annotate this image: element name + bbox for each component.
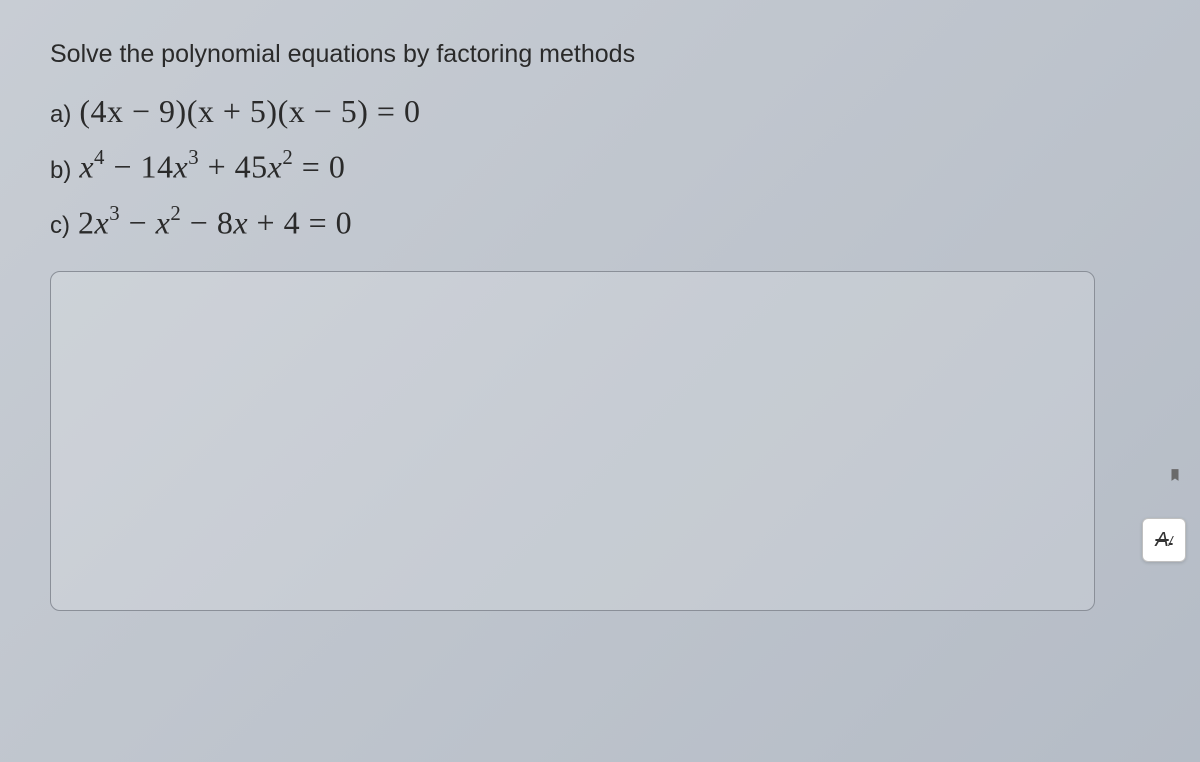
bookmark-icon[interactable] — [1168, 468, 1182, 482]
part-label-a: a) — [50, 101, 71, 129]
equation-c: c) 2x3 − x2 − 8x + 4 = 0 — [50, 204, 1150, 242]
equation-a-math: (4x − 9)(x + 5)(x − 5) = 0 — [79, 93, 420, 130]
part-label-b: b) — [50, 157, 71, 185]
question-container: Solve the polynomial equations by factor… — [50, 40, 1150, 722]
equation-a: a) (4x − 9)(x + 5)(x − 5) = 0 — [50, 93, 1150, 130]
text-format-tool[interactable]: A/ — [1142, 518, 1186, 562]
part-label-c: c) — [50, 212, 70, 240]
equation-b-math: x4 − 14x3 + 45x2 = 0 — [79, 148, 345, 186]
instruction-text: Solve the polynomial equations by factor… — [50, 40, 1150, 69]
answer-input-area[interactable] — [50, 271, 1095, 611]
equation-b: b) x4 − 14x3 + 45x2 = 0 — [50, 148, 1150, 186]
equation-c-math: 2x3 − x2 − 8x + 4 = 0 — [78, 204, 352, 242]
strikethrough-icon: A/ — [1155, 529, 1172, 552]
